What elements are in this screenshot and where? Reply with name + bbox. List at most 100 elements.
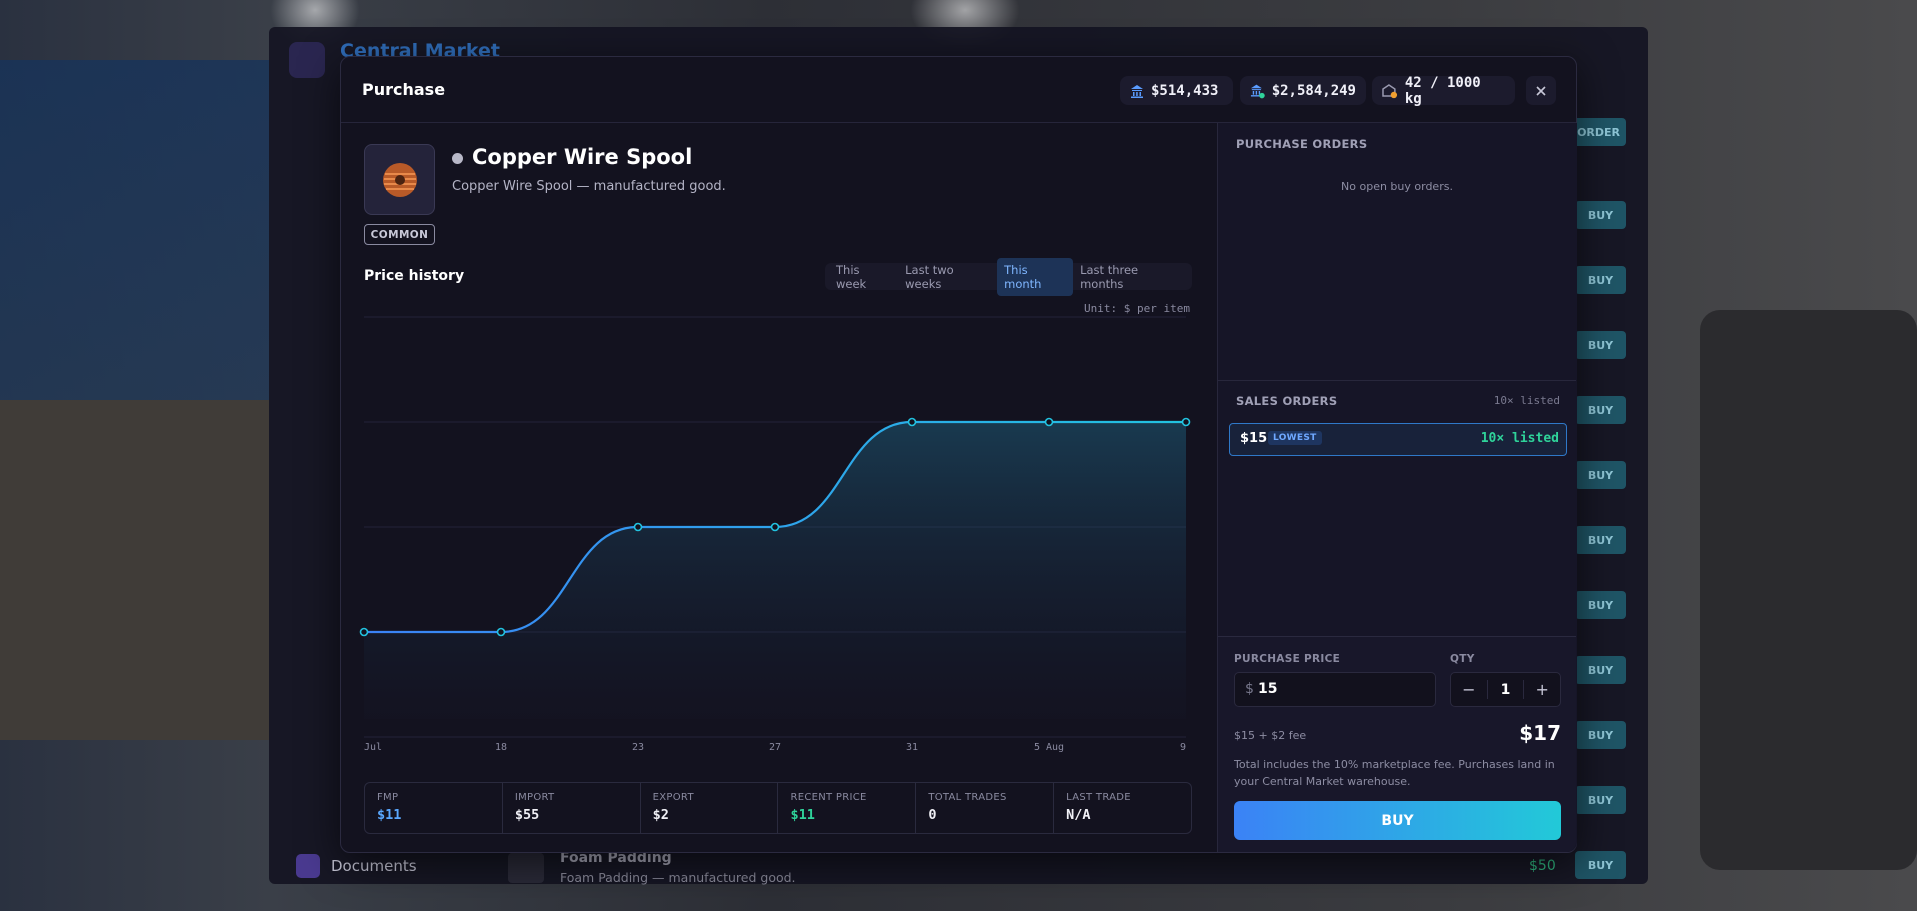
stat-label: IMPORT (514, 792, 555, 803)
qty-value[interactable]: 1 (1500, 681, 1511, 698)
x-tick-label: 27 (769, 742, 781, 753)
field-label: QTY (1450, 653, 1475, 665)
buy-button[interactable]: BUY (1575, 266, 1626, 294)
buy-button[interactable]: BUY (1575, 461, 1626, 489)
rarity-badge: COMMON (364, 224, 435, 245)
modal-title: Purchase (362, 80, 446, 99)
stat: TOTAL TRADES 0 (915, 783, 1053, 833)
fee-note: Total includes the 10% marketplace fee. … (1234, 758, 1555, 788)
total-price: $17 (1519, 721, 1561, 745)
qty-plus[interactable]: + (1523, 680, 1560, 699)
buy-button[interactable]: BUY (1575, 591, 1626, 619)
range-tab[interactable]: Last two weeks (905, 262, 954, 291)
x-tick-label: Jul (364, 742, 382, 753)
stat: EXPORT $2 (639, 783, 778, 833)
x-tick-label: 9 (1180, 742, 1186, 753)
scene-desk (0, 400, 269, 740)
buy-button[interactable]: BUY (1575, 851, 1626, 879)
sidebar-icon (296, 854, 320, 878)
bank-icon (1131, 84, 1143, 98)
stat: RECENT PRICE $11 (777, 783, 915, 833)
sidebar-item[interactable]: Documents (331, 857, 417, 875)
currency: $ (1245, 681, 1254, 697)
stat-value: 0 (928, 807, 937, 823)
price-value: 15 (1258, 681, 1278, 697)
section-title: PURCHASE ORDERS (1236, 137, 1368, 151)
order-price: $15 (1240, 431, 1268, 446)
row-name: Foam Padding (560, 850, 672, 866)
buy-button[interactable]: BUY (1575, 656, 1626, 684)
stat-value: N/A (1066, 807, 1091, 823)
warehouse-icon (1382, 83, 1398, 98)
product-image (364, 144, 435, 215)
stat-value: $55 (514, 807, 540, 823)
capacity-pill: 42 / 1000 kg (1372, 74, 1515, 107)
section-title: SALES ORDERS (1236, 394, 1338, 408)
product-name: Copper Wire Spool (472, 145, 693, 169)
header-divider (341, 122, 1576, 123)
x-tick-label: 5 Aug (1034, 742, 1064, 753)
divider (1218, 636, 1576, 637)
fee-breakdown: $15 + $2 fee (1234, 729, 1307, 742)
divider (1218, 380, 1576, 381)
app-logo (289, 42, 325, 78)
bank-icon (1250, 84, 1265, 98)
buy-button[interactable]: BUY (1575, 331, 1626, 359)
stat-value: $11 (377, 807, 402, 823)
area (364, 422, 1186, 719)
unit-label: Unit: $ per item (1084, 302, 1190, 315)
status-dot (452, 153, 463, 164)
buy-button[interactable]: BUY (1575, 526, 1626, 554)
lowest-badge: LOWEST (1268, 431, 1322, 445)
close-button[interactable] (1526, 76, 1556, 105)
point (1181, 417, 1191, 427)
row-price: $50 (1529, 858, 1556, 874)
row-icon (508, 853, 544, 883)
scene-wall (0, 60, 269, 400)
buy-button[interactable]: BUY (1575, 786, 1626, 814)
point (907, 417, 917, 427)
stat: LAST TRADE N/A (1053, 783, 1191, 833)
range-tab[interactable]: Last three months (1080, 262, 1139, 291)
stat: FMP $11 (365, 783, 502, 833)
x-tick-label: 18 (495, 742, 507, 753)
x-tick-label: 31 (906, 742, 918, 753)
stat-label: TOTAL TRADES (928, 792, 1007, 803)
scene-machine (1700, 310, 1917, 870)
stat-label: LAST TRADE (1066, 792, 1131, 803)
listed-summary: 10× listed (1493, 394, 1560, 407)
x-tick-label: 23 (632, 742, 644, 753)
buy-button[interactable]: BUY (1234, 801, 1561, 840)
row-desc: Foam Padding — manufactured good. (560, 870, 796, 885)
capacity: 42 / 1000 kg (1404, 74, 1481, 107)
qty-minus[interactable]: − (1451, 680, 1488, 699)
product-description: Copper Wire Spool — manufactured good. (452, 179, 726, 194)
price-input[interactable] (1234, 672, 1436, 707)
qty-stepper: − 1 + (1450, 672, 1561, 707)
buy-button[interactable]: BUY (1575, 201, 1626, 229)
close-icon (1536, 85, 1546, 96)
point (633, 522, 643, 532)
order-listed: 10× listed (1480, 431, 1559, 446)
stat-label: FMP (377, 792, 399, 803)
balance-pill: $2,584,249 (1240, 76, 1366, 105)
stat: IMPORT $55 (501, 783, 640, 833)
section-title: Price history (364, 268, 465, 284)
field-label: PURCHASE PRICE (1234, 653, 1341, 665)
range-tab[interactable]: This month (997, 257, 1074, 296)
stat-value: $11 (790, 807, 815, 823)
range-tabs: This week Last two weeks This month Last… (825, 257, 1192, 296)
stat-label: RECENT PRICE (790, 792, 867, 803)
point (770, 522, 780, 532)
spool-icon (382, 162, 417, 197)
stat-label: EXPORT (652, 792, 694, 803)
balance-pill: $514,433 (1120, 76, 1233, 105)
range-tab[interactable]: This week (836, 262, 867, 291)
point (1044, 417, 1054, 427)
balance: $514,433 (1151, 82, 1219, 99)
buy-button[interactable]: BUY (1575, 721, 1626, 749)
buy-button[interactable]: BUY (1575, 396, 1626, 424)
stat-value: $2 (652, 807, 669, 823)
